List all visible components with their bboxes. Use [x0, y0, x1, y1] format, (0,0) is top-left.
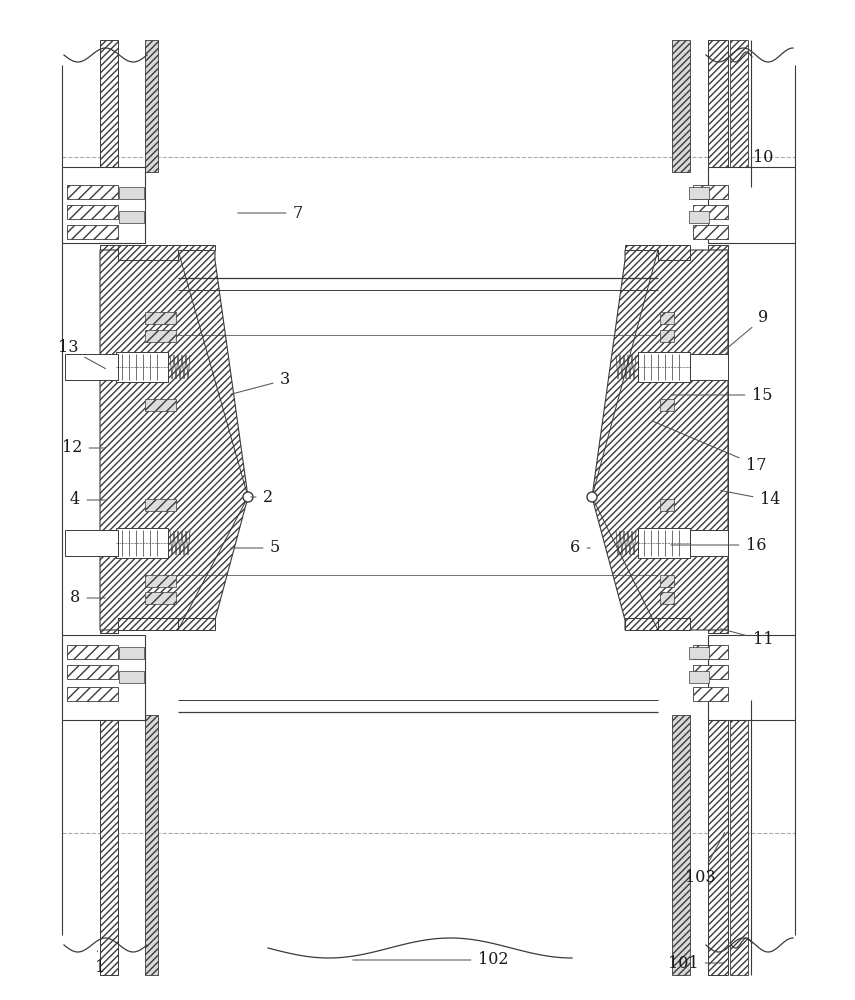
Polygon shape [625, 245, 690, 260]
Bar [638, 352, 690, 382]
Polygon shape [658, 618, 690, 630]
Bar [660, 592, 674, 604]
Text: 15: 15 [671, 386, 772, 403]
Bar [116, 352, 168, 382]
Text: 13: 13 [58, 340, 105, 369]
Bar [690, 530, 728, 556]
Bar [660, 575, 674, 587]
Bar [145, 399, 176, 411]
Bar [660, 499, 674, 511]
Text: 12: 12 [62, 440, 105, 456]
Bar [65, 530, 118, 556]
Bar [638, 528, 690, 558]
Bar [248, 278, 592, 712]
Text: 3: 3 [231, 371, 290, 394]
Text: 5: 5 [231, 540, 280, 556]
Polygon shape [100, 40, 118, 167]
Bar [693, 205, 728, 219]
Text: 101: 101 [668, 954, 723, 972]
Text: 102: 102 [353, 952, 508, 968]
Text: 9: 9 [720, 310, 768, 354]
Bar [693, 687, 728, 701]
Bar [67, 645, 118, 659]
Text: 4: 4 [70, 491, 105, 508]
Polygon shape [708, 40, 728, 167]
Text: 14: 14 [721, 491, 781, 508]
Bar [62, 167, 145, 243]
Bar [693, 185, 728, 199]
Polygon shape [145, 715, 158, 975]
Polygon shape [730, 700, 748, 975]
Bar [145, 312, 176, 324]
Text: 2: 2 [251, 488, 273, 506]
Text: 6: 6 [570, 540, 590, 556]
Bar [693, 665, 728, 679]
Polygon shape [100, 250, 248, 630]
Bar [119, 647, 144, 659]
Bar [119, 211, 144, 223]
Text: 16: 16 [671, 536, 766, 554]
Bar [119, 671, 144, 683]
Polygon shape [730, 40, 748, 187]
Bar [67, 687, 118, 701]
Text: 11: 11 [721, 629, 773, 648]
Bar [67, 225, 118, 239]
Polygon shape [100, 718, 118, 975]
Bar [67, 185, 118, 199]
Polygon shape [145, 40, 158, 172]
Bar [67, 665, 118, 679]
Bar [690, 354, 728, 380]
Text: 10: 10 [750, 149, 773, 167]
Text: 17: 17 [652, 421, 766, 474]
Bar [145, 499, 176, 511]
Text: 103: 103 [685, 832, 725, 886]
Text: 8: 8 [70, 589, 105, 606]
Bar [660, 312, 674, 324]
Bar [689, 187, 709, 199]
Polygon shape [118, 245, 215, 260]
Polygon shape [592, 250, 728, 630]
Bar [708, 635, 795, 720]
Text: 1: 1 [95, 951, 105, 976]
Bar [693, 225, 728, 239]
Polygon shape [625, 618, 690, 630]
Bar [145, 592, 176, 604]
Circle shape [587, 492, 597, 502]
Bar [708, 167, 795, 243]
Polygon shape [672, 40, 690, 172]
Bar [145, 575, 176, 587]
Polygon shape [672, 715, 690, 975]
Polygon shape [118, 618, 215, 630]
Bar [145, 330, 176, 342]
Circle shape [243, 492, 253, 502]
Bar [67, 205, 118, 219]
Bar [660, 330, 674, 342]
Polygon shape [100, 245, 118, 633]
Bar [119, 187, 144, 199]
Bar [62, 635, 145, 720]
Bar [116, 528, 168, 558]
Bar [660, 399, 674, 411]
Bar [65, 354, 118, 380]
Polygon shape [708, 718, 728, 975]
Bar [689, 647, 709, 659]
Bar [689, 211, 709, 223]
Bar [693, 645, 728, 659]
Polygon shape [708, 245, 728, 633]
Bar [689, 671, 709, 683]
Text: 7: 7 [238, 205, 304, 222]
Polygon shape [118, 618, 178, 630]
